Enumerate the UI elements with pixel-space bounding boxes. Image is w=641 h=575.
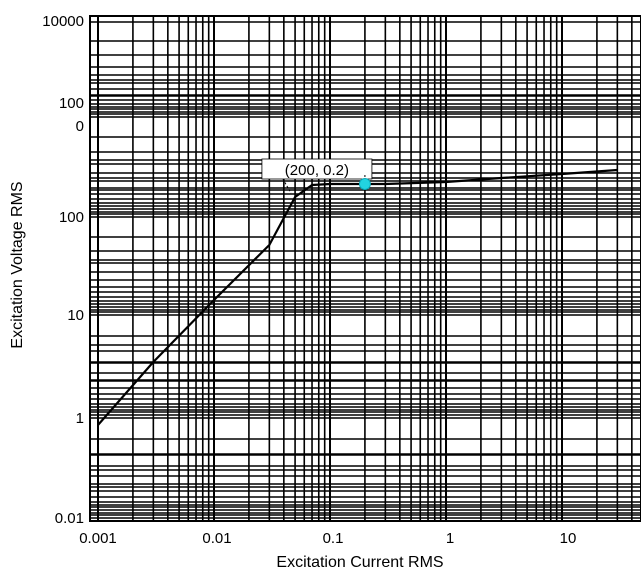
annotation-label: (200, 0.2) [285,162,349,179]
tick-labels: 0.001 0.01 0.1 1 10 10000 100 0 100 10 1 0.01 [42,13,576,547]
x-tick-label-1: 0.01 [202,530,231,547]
y-tick-label-0: 10000 [42,13,84,30]
y-tick-label-4: 10 [67,307,84,324]
annotation-leader-left [282,178,292,194]
y-tick-label-5: 1 [76,410,84,427]
x-tick-label-0: 0.001 [79,530,117,547]
annotation-layer: (200, 0.2) [261,158,373,194]
x-tick-label-4: 10 [560,530,577,547]
series-line-0 [97,168,618,426]
y-tick-label-1: 100 [59,95,84,112]
annotation-box [261,158,373,180]
x-axis-label: Excitation Current RMS [276,554,443,571]
y-tick-label-3: 100 [59,209,84,226]
x-tick-label-2: 0.1 [323,530,344,547]
x-tick-label-3: 1 [446,530,454,547]
y-axis-label: Excitation Voltage RMS [9,181,26,348]
annotation-marker [358,178,371,190]
y-tick-label-2: 0 [76,118,84,135]
y-tick-label-6: 0.01 [55,510,84,527]
series-layer [97,168,618,426]
grid [89,15,641,522]
